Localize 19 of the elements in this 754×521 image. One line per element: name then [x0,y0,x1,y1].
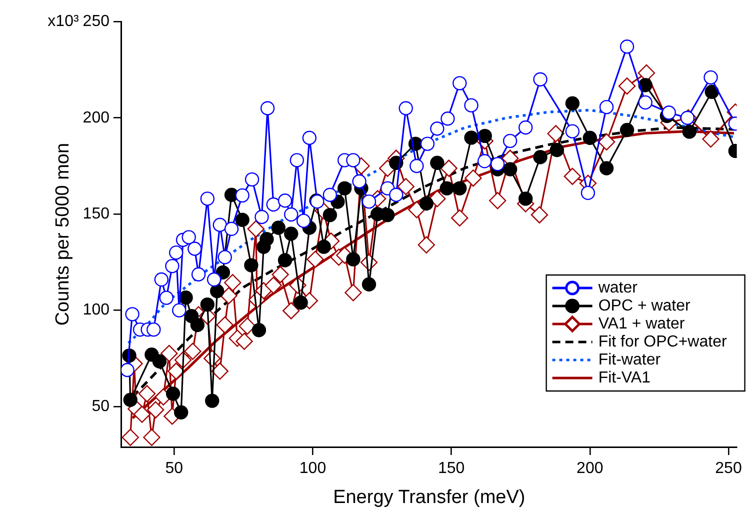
text: x10³ [48,13,80,30]
y-tick-label: 100 [82,302,110,319]
y-tick-label: 250 [82,13,110,30]
legend-label: VA1 + water [598,315,686,332]
x-tick-label: 100 [299,460,326,478]
x-tick-label: 250 [715,460,742,478]
x-axis-title: Energy Transfer (meV) [333,486,526,508]
legend-label: Fit-VA1 [598,369,651,386]
y-tick-label: 50 [92,398,110,415]
legend-label: water [597,279,638,296]
legend-label: OPC + water [598,297,692,314]
x-tick-label: 50 [165,460,184,478]
y-axis-title: Counts per 5000 mon [52,142,74,326]
y-tick-label: 150 [82,205,110,222]
x-tick-label: 150 [438,460,465,478]
x-tick-label: 200 [576,460,604,478]
legend-label: Fit for OPC+water [598,333,728,350]
y-tick-label: 200 [82,109,110,126]
legend-label: Fit-water [598,351,662,368]
